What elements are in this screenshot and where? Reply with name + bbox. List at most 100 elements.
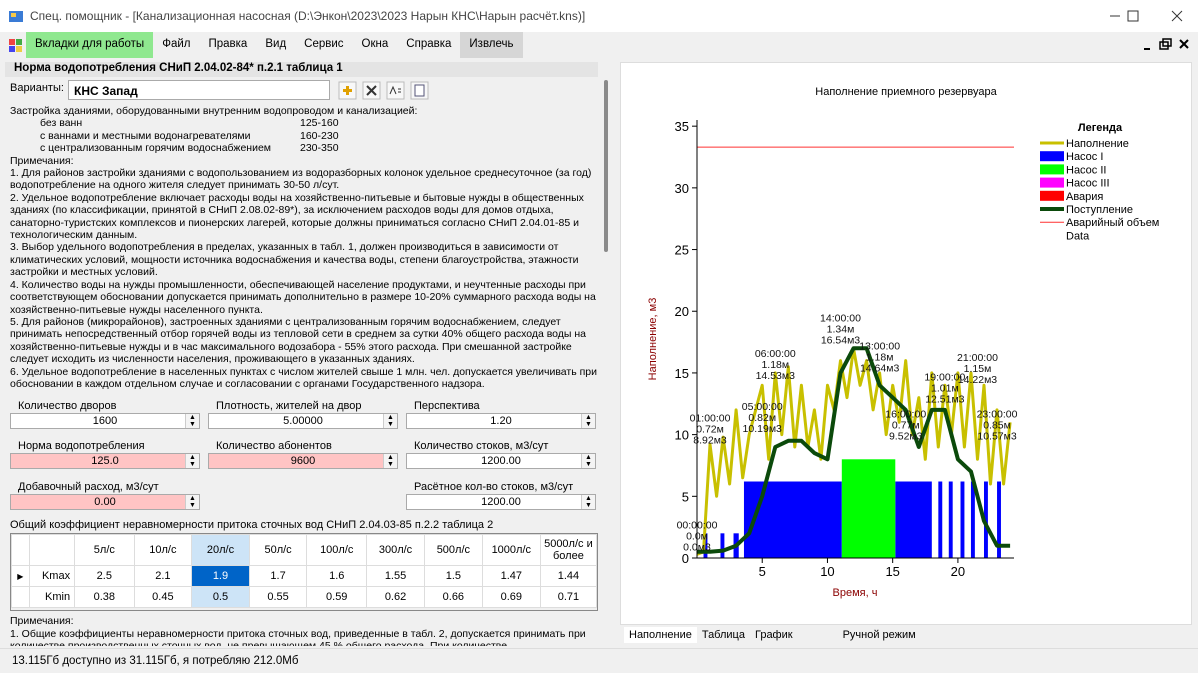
table-cell[interactable]: 1.5: [424, 566, 482, 587]
table-cell[interactable]: 0.69: [482, 587, 540, 608]
field-input[interactable]: 125.0▲▼: [10, 453, 200, 469]
window-controls[interactable]: [1100, 0, 1198, 32]
table-cell[interactable]: 0.66: [424, 587, 482, 608]
table-cell[interactable]: 1.44: [540, 566, 596, 587]
legend-swatch: [1040, 164, 1064, 174]
legend-label: Насос II: [1066, 164, 1106, 176]
menu-item[interactable]: Извлечь: [460, 32, 522, 58]
norm-row: без ванн125-160: [10, 117, 598, 129]
table-cell[interactable]: 1.6: [307, 566, 367, 587]
annotation: 8.92м3: [693, 434, 727, 446]
table-cell[interactable]: 2.5: [75, 566, 135, 587]
table-cell[interactable]: 0.59: [307, 587, 367, 608]
column-header[interactable]: 5000л/с и более: [540, 535, 596, 566]
table-cell[interactable]: 0.38: [75, 587, 135, 608]
spin-button[interactable]: ▲▼: [581, 414, 595, 428]
menu-item[interactable]: Правка: [199, 32, 256, 58]
table-notes-text: 1. Общие коэффициенты неравномерности пр…: [10, 628, 594, 647]
table-cell[interactable]: 0.55: [249, 587, 307, 608]
chart-title: Наполнение приемного резервуара: [815, 86, 997, 98]
field-label: Плотность, жителей на двор: [216, 400, 361, 412]
menu-item[interactable]: Справка: [397, 32, 460, 58]
field-label: Перспектива: [414, 400, 480, 412]
x-tick-label: 20: [951, 564, 965, 579]
row-header[interactable]: Kmin: [29, 587, 75, 608]
field-label: Количество стоков, м3/сут: [414, 440, 548, 452]
field-input[interactable]: 0.00▲▼: [10, 494, 200, 510]
legend-title: Легенда: [1078, 122, 1123, 134]
y-axis-label: Наполнение, м3: [647, 298, 659, 381]
spin-button[interactable]: ▲▼: [185, 495, 199, 509]
table-cell[interactable]: 0.45: [134, 587, 192, 608]
field-label: Добавочный расход, м3/сут: [18, 481, 159, 493]
x-tick-label: 10: [820, 564, 834, 579]
tab[interactable]: График: [750, 627, 798, 643]
menu-item[interactable]: Сервис: [295, 32, 352, 58]
norms-list: без ванн125-160с ваннами и местными водо…: [10, 117, 598, 154]
norm-value: 230-350: [300, 142, 339, 154]
column-header[interactable]: 500л/с: [424, 535, 482, 566]
tab[interactable]: Таблица: [697, 627, 750, 643]
y-tick-label: 35: [675, 119, 689, 134]
legend-label: Насос I: [1066, 151, 1103, 163]
field-input[interactable]: 1200.00▲▼: [406, 453, 596, 469]
legend-label: Data: [1066, 230, 1090, 242]
annotation: 14.64м3: [860, 363, 899, 375]
pump-bar: [949, 482, 953, 558]
annotation: 10.57м3: [977, 431, 1016, 443]
column-header[interactable]: 300л/с: [367, 535, 425, 566]
spin-button[interactable]: ▲▼: [185, 454, 199, 468]
notes-title: Примечания:: [10, 155, 598, 167]
menu-item[interactable]: Вид: [256, 32, 295, 58]
menu-item[interactable]: Файл: [153, 32, 199, 58]
column-header[interactable]: 5л/с: [75, 535, 135, 566]
legend-label: Авария: [1066, 191, 1103, 203]
spin-button[interactable]: ▲▼: [581, 495, 595, 509]
field-label: Количество абонентов: [216, 440, 332, 452]
variant-select[interactable]: КНС Запад: [68, 80, 330, 100]
spin-button[interactable]: ▲▼: [185, 414, 199, 428]
field-input[interactable]: 1600▲▼: [10, 413, 200, 429]
tab[interactable]: Наполнение: [624, 627, 697, 643]
scrollbar[interactable]: [604, 80, 608, 252]
spin-button[interactable]: ▲▼: [581, 454, 595, 468]
tab[interactable]: Ручной режим: [838, 627, 921, 643]
variant-toolbar[interactable]: [338, 81, 438, 101]
note: 2. Удельное водопотребление включает рас…: [10, 192, 598, 242]
table-cell[interactable]: 1.47: [482, 566, 540, 587]
field-input[interactable]: 9600▲▼: [208, 453, 398, 469]
table-cell[interactable]: 0.71: [540, 587, 596, 608]
column-header[interactable]: 20л/с: [192, 535, 250, 566]
table-cell[interactable]: 2.1: [134, 566, 192, 587]
field-input[interactable]: 1200.00▲▼: [406, 494, 596, 510]
column-header[interactable]: 1000л/с: [482, 535, 540, 566]
field-input[interactable]: 5.00000▲▼: [208, 413, 398, 429]
spin-button[interactable]: ▲▼: [383, 454, 397, 468]
table-cell[interactable]: 1.55: [367, 566, 425, 587]
column-header[interactable]: 10л/с: [134, 535, 192, 566]
note: 4. Количество воды на нужды промышленнос…: [10, 279, 598, 316]
spin-button[interactable]: ▲▼: [383, 414, 397, 428]
table-cell[interactable]: 1.7: [249, 566, 307, 587]
table-cell[interactable]: 0.5: [192, 587, 250, 608]
field-input[interactable]: 1.20▲▼: [406, 413, 596, 429]
corner-cell: [12, 535, 30, 566]
pump-bar: [961, 482, 965, 558]
table-cell[interactable]: 1.9: [192, 566, 250, 587]
annotation: 14.22м3: [958, 374, 997, 386]
x-axis-label: Время, ч: [833, 587, 878, 599]
column-header[interactable]: 100л/с: [307, 535, 367, 566]
legend-label: Поступление: [1066, 204, 1133, 216]
menu-item[interactable]: Окна: [353, 32, 398, 58]
corner-cell: [29, 535, 75, 566]
field-label: Количество дворов: [18, 400, 116, 412]
field-label: Расётное кол-во стоков, м3/сут: [414, 481, 573, 493]
table-cell[interactable]: 0.62: [367, 587, 425, 608]
mdi-controls[interactable]: [1140, 36, 1196, 54]
menu-item[interactable]: Вкладки для работы: [26, 32, 153, 58]
y-tick-label: 30: [675, 181, 689, 196]
column-header[interactable]: 50л/с: [249, 535, 307, 566]
legend-label: Наполнение: [1066, 138, 1129, 150]
field-label: Норма водопотребления: [18, 440, 145, 452]
row-header[interactable]: Kmax: [29, 566, 75, 587]
